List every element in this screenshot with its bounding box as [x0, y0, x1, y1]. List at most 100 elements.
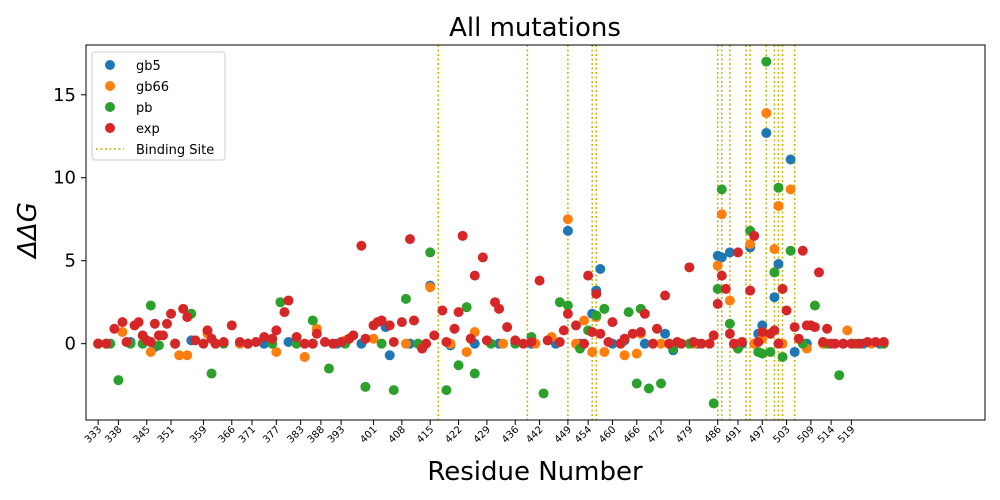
data-point-exp [182, 312, 193, 323]
x-tick-label: 429 [472, 424, 493, 445]
data-point-gb66 [579, 315, 590, 326]
legend-box [91, 51, 226, 161]
data-point-gb5 [789, 346, 800, 357]
data-point-gb66 [174, 350, 185, 361]
data-point-gb66 [117, 327, 128, 338]
data-point-gb66 [368, 333, 379, 344]
data-point-exp [769, 325, 780, 336]
y-tick-label: 5 [65, 251, 76, 272]
data-point-exp [660, 290, 671, 301]
data-point-pb [425, 247, 436, 258]
data-point-exp [409, 315, 420, 326]
legend-label: gb66 [136, 80, 169, 95]
data-point-gb66 [716, 209, 727, 220]
data-point-pb [724, 318, 735, 329]
data-point-gb5 [724, 247, 735, 258]
data-point-exp [218, 337, 229, 348]
data-point-gb66 [299, 351, 310, 362]
data-point-exp [838, 338, 849, 349]
data-point-exp [757, 327, 768, 338]
x-tick-label: 401 [358, 424, 379, 445]
data-point-pb [656, 378, 667, 389]
x-tick-label: 388 [306, 424, 327, 445]
data-point-exp [271, 325, 282, 336]
data-point-pb [591, 310, 602, 321]
data-point-pb [785, 245, 796, 256]
data-point-gb66 [761, 108, 772, 119]
data-point-gb66 [712, 260, 723, 271]
data-point-exp [437, 305, 448, 316]
data-point-pb [769, 267, 780, 278]
data-point-gb66 [182, 350, 193, 361]
data-point-exp [251, 337, 262, 348]
data-point-gb66 [724, 295, 735, 306]
data-point-exp [716, 270, 727, 281]
x-tick-label: 371 [237, 424, 258, 445]
data-point-exp [202, 325, 213, 336]
data-point-pb [599, 303, 610, 314]
data-point-gb66 [631, 348, 642, 359]
data-point-pb [388, 385, 399, 396]
chart-title: All mutations [449, 13, 621, 43]
data-point-gb66 [400, 338, 411, 349]
data-point-gb66 [619, 350, 630, 361]
x-tick-label: 479 [674, 424, 695, 445]
data-point-exp [591, 288, 602, 299]
x-tick-label: 351 [156, 424, 177, 445]
legend-label: exp [136, 122, 160, 137]
data-point-exp [773, 338, 784, 349]
data-point-exp [737, 337, 748, 348]
legend-marker-exp [105, 123, 115, 133]
data-point-pb [712, 283, 723, 294]
data-point-exp [607, 317, 618, 328]
data-point-gb5 [562, 225, 573, 236]
data-point-gb66 [145, 346, 156, 357]
x-tick-label: 415 [415, 424, 436, 445]
data-point-gb66 [498, 338, 509, 349]
x-tick-label: 393 [326, 424, 347, 445]
x-tick-label: 333 [83, 424, 104, 445]
data-point-exp [279, 307, 290, 318]
data-point-exp [348, 330, 359, 341]
data-point-pb [562, 300, 573, 311]
data-point-pb [631, 378, 642, 389]
x-tick-label: 466 [622, 424, 643, 445]
data-point-exp [647, 338, 658, 349]
data-point-exp [781, 305, 792, 316]
x-tick-label: 454 [573, 424, 594, 445]
data-point-exp [797, 245, 808, 256]
data-point-exp [477, 252, 488, 263]
data-point-pb [461, 302, 472, 313]
data-point-exp [818, 337, 829, 348]
x-tick-label: 377 [261, 424, 282, 445]
x-tick-label: 449 [553, 424, 574, 445]
data-point-gb5 [384, 350, 395, 361]
data-point-exp [708, 330, 719, 341]
data-point-exp [376, 315, 387, 326]
data-point-exp [502, 322, 513, 333]
x-tick-label: 345 [132, 424, 153, 445]
data-point-exp [234, 337, 245, 348]
data-point-exp [226, 320, 237, 331]
data-point-exp [688, 337, 699, 348]
data-point-gb5 [773, 259, 784, 270]
data-point-exp [639, 308, 650, 319]
y-tick-label: 10 [53, 168, 76, 189]
data-point-gb5 [639, 338, 650, 349]
data-point-exp [170, 338, 181, 349]
data-point-gb66 [773, 200, 784, 211]
x-tick-label: 460 [597, 424, 618, 445]
data-point-gb66 [461, 346, 472, 357]
data-point-gb5 [761, 127, 772, 138]
data-point-gb5 [660, 328, 671, 339]
data-point-exp [166, 308, 177, 319]
y-tick-label: 0 [65, 334, 76, 355]
data-point-exp [745, 285, 756, 296]
data-point-exp [603, 337, 614, 348]
data-point-exp [121, 337, 132, 348]
data-point-pb [275, 297, 286, 308]
data-point-exp [404, 234, 415, 245]
data-point-pb [708, 398, 719, 409]
